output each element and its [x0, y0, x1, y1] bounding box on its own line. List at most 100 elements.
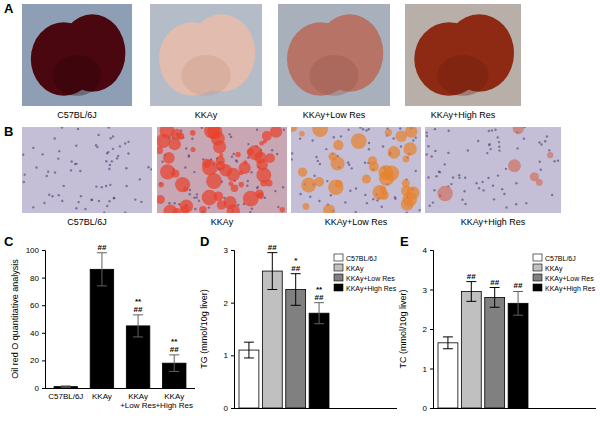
nucleus [41, 153, 43, 155]
bar-chart: C020406080100Oil red O quantitative anal… [4, 234, 195, 410]
photo-caption: C57BL/6J [57, 110, 97, 120]
histology-image [157, 127, 287, 213]
nucleus [427, 176, 429, 178]
bar [286, 290, 306, 409]
nucleus [35, 166, 37, 168]
nucleus [51, 195, 53, 197]
lipid-droplet [231, 185, 239, 193]
nucleus [188, 155, 190, 157]
nucleus [201, 127, 203, 129]
nucleus [193, 197, 195, 199]
lipid-droplet [279, 207, 284, 212]
nucleus [515, 203, 517, 205]
nucleus [101, 186, 103, 188]
y-tick-mark [231, 303, 234, 304]
y-axis-line [430, 251, 434, 409]
photo-caption: KKAy+High Res [431, 110, 496, 120]
nucleus [477, 140, 479, 142]
nucleus [344, 201, 346, 203]
nucleus [291, 158, 293, 160]
legend-swatch [533, 254, 542, 261]
nucleus [127, 141, 129, 143]
significance-mark: ## [291, 264, 300, 273]
nucleus [75, 145, 77, 147]
error-bar [169, 355, 179, 372]
nucleus [124, 212, 126, 213]
nucleus [425, 153, 427, 155]
y-tick-mark [231, 250, 234, 251]
y-tick-label: 2 [423, 325, 428, 334]
nucleus [381, 206, 383, 208]
significance-mark: ## [170, 345, 179, 354]
legend-swatch [533, 264, 542, 271]
lipid-droplet [299, 131, 305, 137]
image-background [425, 127, 561, 213]
nucleus [90, 199, 92, 201]
image-background [291, 127, 421, 213]
nucleus [553, 160, 555, 162]
x-tick-label: C57BL/6J [48, 392, 83, 401]
lipid-droplet [378, 165, 393, 180]
lipid-droplet [303, 203, 310, 210]
plot-area [54, 253, 186, 388]
legend-swatch [334, 274, 343, 281]
legend: C57BL/6JKKAyKKAy+Low ResKKAy+High Res [334, 254, 397, 293]
lipid-droplet [547, 152, 553, 158]
y-tick-mark [430, 250, 433, 251]
lipid-droplet [265, 153, 275, 163]
y-tick-mark [231, 355, 234, 356]
lipid-droplet [312, 127, 328, 137]
nucleus [475, 182, 477, 184]
y-tick: 2 [224, 299, 234, 308]
nucleus [147, 166, 149, 168]
lipid-droplet [157, 146, 163, 154]
legend-label: KKAy+High Res [545, 285, 596, 293]
nucleus [317, 160, 319, 162]
photo-caption: KKAy+Low Res [303, 110, 366, 120]
nucleus [168, 202, 170, 204]
y-tick-mark [430, 369, 433, 370]
image-background [157, 127, 287, 213]
nucleus [91, 199, 93, 201]
lipid-droplet [181, 205, 190, 213]
nucleus [368, 148, 370, 150]
photo-background [278, 4, 390, 106]
lipid-droplet [180, 200, 193, 213]
nucleus [548, 149, 550, 151]
nucleus [362, 128, 364, 130]
lipid-droplet [301, 178, 316, 193]
nucleus [505, 206, 507, 208]
significance-mark: ## [467, 272, 476, 281]
nucleus [125, 167, 127, 169]
nucleus [415, 170, 417, 172]
nucleus [539, 161, 541, 163]
lipid-droplet [157, 195, 165, 204]
lipid-droplet [202, 159, 211, 168]
y-axis-line [42, 251, 46, 389]
nucleus [430, 155, 432, 157]
error-bar [267, 253, 277, 290]
legend-swatch [533, 274, 542, 281]
legend: C57BL/6JKKAyKKAy+Low ResKKAy+High Res [533, 254, 596, 293]
liver-photo: KKAy+High Res [405, 4, 521, 120]
nucleus [444, 163, 446, 165]
nucleus [62, 185, 64, 187]
nucleus [538, 141, 540, 143]
x-tick-label: KKAy [92, 392, 112, 401]
error-bar [291, 274, 301, 306]
lipid-droplet [216, 156, 225, 165]
error-bar [314, 303, 324, 324]
nucleus [196, 193, 198, 195]
background [0, 0, 600, 433]
lipid-droplet [298, 168, 307, 177]
nucleus [515, 182, 517, 184]
bar-chart: E01234TC (mmol/10g liver)######C57BL/6JK… [398, 234, 596, 413]
nucleus [97, 134, 99, 136]
y-tick-label: 2 [224, 299, 229, 308]
error-bar [61, 386, 71, 387]
nucleus [433, 189, 435, 191]
y-tick-mark [42, 250, 45, 251]
lipid-droplet [199, 206, 207, 213]
nucleus [46, 175, 48, 177]
nucleus [58, 150, 60, 152]
